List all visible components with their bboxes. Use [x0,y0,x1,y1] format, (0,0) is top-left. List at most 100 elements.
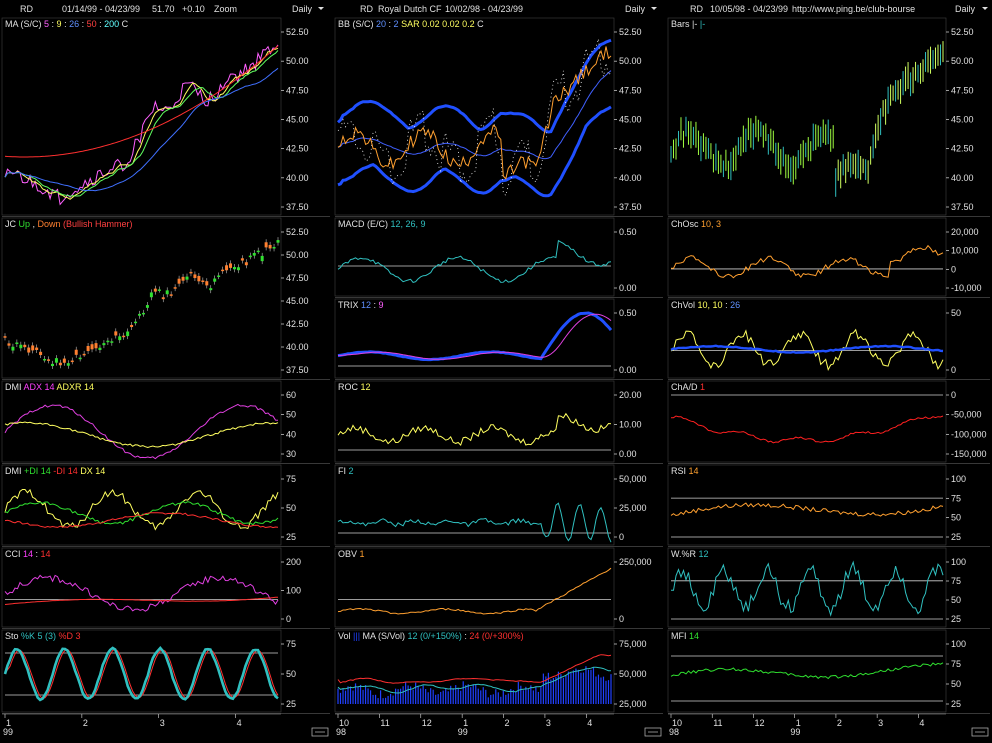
panel-frame [667,217,947,297]
legend-entry: : [33,549,38,559]
force-index [337,502,612,543]
y-tick-label: 25 [286,699,296,709]
y-tick-label: 25 [951,699,961,709]
panel-mfi: MFI 14 100 75 50 25 [667,629,990,714]
header-period-1: Daily [292,4,313,14]
legend-entry: 9 [54,19,62,29]
candle [31,345,35,351]
legend-entry: 14 [686,466,699,476]
candle [7,343,11,346]
x-tick-label: 3 [546,718,551,728]
legend-entry: %K 5 (3) [19,631,57,641]
header-dates-2: 10/02/98 - 04/23/99 [445,4,523,14]
header-change: +0.10 [182,4,205,14]
candle [157,289,161,291]
legend-dmi2: DMI +DI 14 -DI 14 DX 14 [5,466,105,476]
legend-entry: : [62,19,67,29]
y-tick-label: 100 [951,474,966,484]
legend-entry: 14 [687,631,700,641]
panel-sto: Sto %K 5 (3) %D 3 75 50 25 [1,629,330,714]
legend-entry: 26 [67,19,80,29]
y-tick-label: 25 [951,614,961,624]
legend-entry: +DI 14 [22,466,51,476]
header-name: Royal Dutch CF [378,4,442,14]
x-year-label: 98 [336,727,346,737]
candle [161,297,165,300]
candle [193,274,197,279]
candle [47,359,51,361]
legend-bb: BB (S/C) 20 : 2 SAR 0.02 0.02 0.2 C [338,19,484,29]
legend-entry: : [462,631,467,641]
legend-entry: : [79,19,84,29]
period-dropdown-icon[interactable] [318,7,324,10]
legend-bars: Bars |- |- [671,19,705,29]
y-tick-label: 75 [286,639,296,649]
y-tick-label: 100 [286,586,301,596]
header-zoom-button[interactable]: Zoom [214,4,237,14]
candle [94,343,98,349]
y-tick-label: 10.00 [619,420,642,430]
candle [141,312,145,315]
candle [268,244,272,249]
x-tick-label: 10 [339,718,349,728]
header-symbol-3: RD [690,4,703,14]
panel-frame [334,629,615,713]
candle [130,324,134,328]
legend-wr: W.%R 12 [671,549,709,559]
legend-trix: TRIX 12 : 9 [338,300,384,310]
candle [50,363,54,367]
period-dropdown-icon[interactable] [651,7,657,10]
bollinger-middle [337,70,612,160]
candle [110,341,114,343]
y-tick-label: 20.00 [619,390,642,400]
bollinger-lower [337,105,612,198]
panel-roc: ROC 12 20.00 10.00 0.00 [334,380,663,464]
legend-entry: 200 [102,19,120,29]
y-tick-label: -100,000 [951,429,987,439]
cci-signal [4,596,278,605]
legend-entry: Sto [5,631,19,641]
scroll-handle-icon[interactable] [644,727,662,737]
x-tick-label: 2 [837,718,842,728]
legend-ma: MA (S/C) 5 : 9 : 26 : 50 : 200 C [5,19,129,29]
legend-entry: : [386,19,391,29]
legend-entry: 5 [42,19,50,29]
legend-entry: 0.02 [440,19,460,29]
y-tick-label: 50 [286,410,296,420]
bollinger-upper [336,38,612,134]
legend-entry: DX 14 [78,466,106,476]
legend-entry: 12 [696,549,709,559]
period-dropdown-icon[interactable] [982,7,988,10]
candle [201,280,205,283]
volume-ma12 [337,666,612,694]
panel-frame [667,464,947,546]
x-tick-label: 11 [713,718,722,728]
y-tick-label: 40.00 [286,342,309,352]
legend-entry: 0.2 [460,19,475,29]
legend-entry: : [723,300,728,310]
legend-obv: OBV 1 [338,549,365,559]
legend-entry: : [49,19,54,29]
header-symbol-2: RD [360,4,373,14]
y-tick-label: -10,000 [951,283,982,293]
y-tick-label: 37.50 [286,202,309,212]
panel-frame [667,298,947,379]
y-tick-label: 250,000 [619,557,652,567]
scroll-handle-icon[interactable] [971,727,989,737]
y-tick-label: 52.50 [286,27,309,37]
candle [229,263,233,268]
legend-entry: ChVol [671,300,695,310]
candle [217,275,221,278]
scroll-handle-icon[interactable] [311,727,329,737]
panel-frame [334,217,615,297]
legend-entry: CCI [5,549,21,559]
candle [205,281,209,286]
legend-entry: MA (S/Vol) [360,631,405,641]
legend-entry: JC [5,219,17,229]
y-tick-label: 75 [286,474,296,484]
y-tick-label: 0 [951,264,956,274]
accumulation-distribution [671,415,944,444]
series-ma9 [4,50,279,197]
legend-entry: OBV [338,549,357,559]
y-tick-label: 37.50 [619,202,642,212]
